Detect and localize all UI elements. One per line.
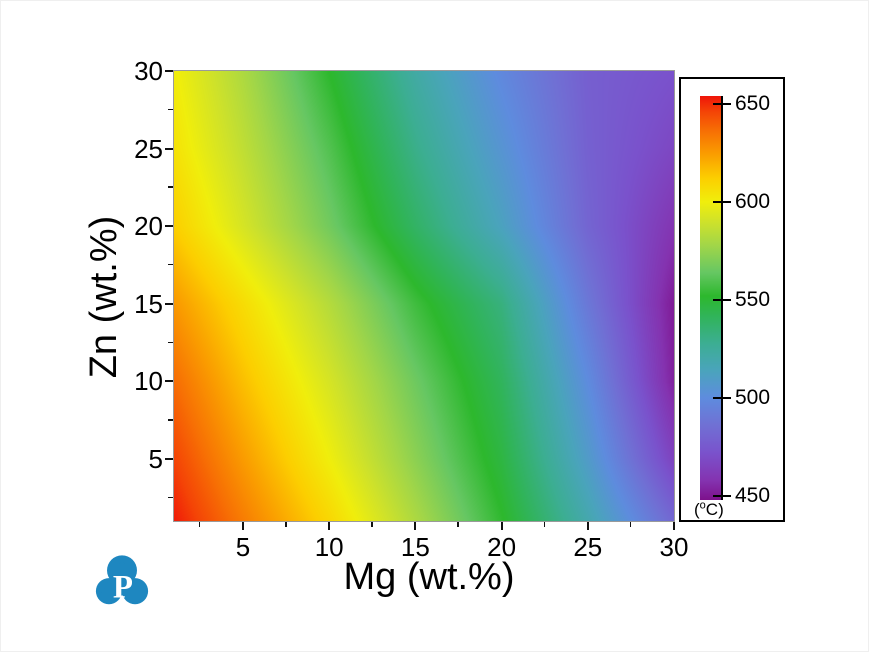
y-axis-tick-label: 20	[134, 211, 163, 242]
y-axis-tick	[165, 457, 173, 460]
heatmap-plot-area	[173, 70, 675, 522]
y-axis-tick-label: 5	[148, 443, 163, 474]
colorbar-tick	[713, 495, 731, 498]
x-axis-minor-tick	[543, 522, 546, 527]
y-axis-tick-label: 15	[134, 288, 163, 319]
x-axis-tick-label: 25	[573, 532, 603, 562]
y-axis-tick	[165, 70, 173, 72]
y-axis-tick	[165, 225, 173, 228]
x-axis-tick	[586, 522, 589, 530]
colorbar-tick-label: 650	[735, 91, 771, 115]
unit-rest: C)	[705, 500, 724, 519]
colorbar-box	[679, 77, 785, 522]
x-axis-minor-tick	[371, 522, 373, 527]
unit-degree: o	[699, 499, 706, 512]
colorbar-tick	[713, 102, 731, 105]
y-axis-minor-tick	[168, 186, 173, 188]
y-axis-tick	[165, 147, 173, 150]
x-axis-tick-label: 5	[235, 532, 251, 562]
y-axis-minor-tick	[168, 263, 173, 266]
x-axis-tick-label: 15	[400, 532, 430, 562]
colorbar-tick-label: 600	[735, 189, 771, 213]
x-axis-minor-tick	[285, 522, 287, 527]
colorbar-tick	[713, 397, 731, 400]
colorbar-tick-label: 500	[735, 386, 771, 410]
unit-open: (	[694, 500, 700, 519]
x-axis-tick-label: 20	[487, 532, 517, 562]
colorbar-unit-label: (oC)	[692, 500, 726, 519]
y-axis-tick-label: 30	[134, 56, 163, 86]
pandat-logo: P	[95, 555, 149, 605]
colorbar-tick-label: 450	[735, 484, 771, 508]
x-axis-tick	[414, 522, 417, 530]
x-axis-tick	[673, 522, 675, 530]
y-axis-tick	[165, 380, 173, 383]
logo-trefoil-icon	[95, 555, 149, 605]
x-axis-minor-tick	[198, 522, 201, 527]
x-axis-minor-tick	[629, 522, 632, 527]
logo-letter: P	[113, 569, 133, 605]
y-axis-minor-tick	[168, 108, 173, 111]
colorbar-gradient	[700, 96, 722, 504]
x-axis-tick	[328, 522, 331, 530]
liquidus-temperature-heatmap	[174, 71, 674, 521]
y-axis-tick-label: 25	[134, 133, 163, 164]
y-axis-minor-tick	[168, 496, 173, 499]
y-axis-tick	[165, 302, 173, 305]
x-axis-tick	[241, 522, 244, 530]
colorbar-tick	[713, 299, 731, 301]
y-axis-minor-tick	[168, 419, 173, 421]
colorbar-tick	[713, 200, 731, 203]
x-axis-tick-label: 10	[314, 532, 344, 562]
x-axis-tick-label: 30	[659, 532, 689, 562]
x-axis-minor-tick	[457, 522, 459, 527]
y-axis-minor-tick	[168, 341, 173, 344]
x-axis-title: Mg (wt.%)	[343, 556, 515, 598]
x-axis-tick	[500, 522, 503, 530]
y-axis-tick-label: 10	[134, 366, 163, 397]
colorbar-tick-label: 550	[735, 288, 771, 311]
